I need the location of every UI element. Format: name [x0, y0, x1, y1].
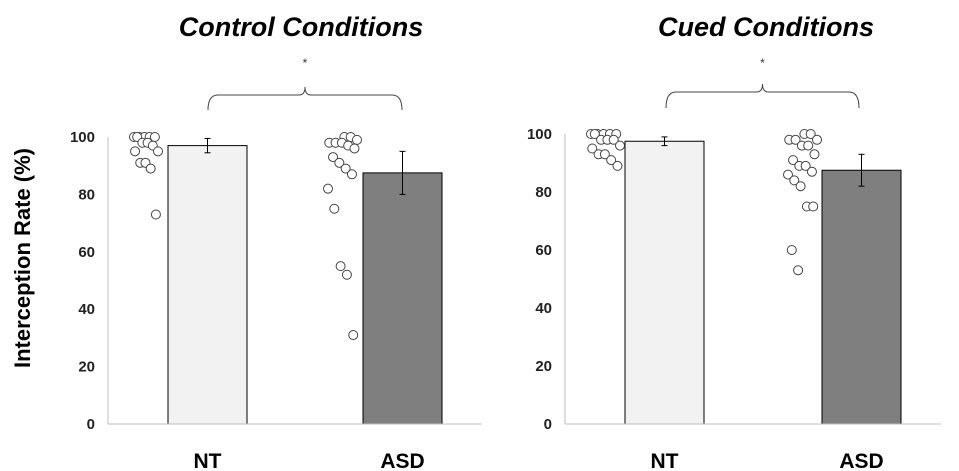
data-point — [150, 209, 161, 220]
y-tick-label: 80 — [535, 184, 552, 201]
significance-marker: * — [760, 56, 765, 70]
chart-title-cued: Cued Conditions — [658, 12, 874, 42]
significance-marker: * — [303, 56, 308, 70]
data-point — [783, 169, 793, 180]
y-tick-label: 0 — [544, 416, 552, 433]
bar-nt — [167, 145, 248, 425]
y-axis-label: Interception Rate (%) — [10, 148, 35, 368]
data-point — [340, 163, 351, 174]
y-tick-label: 40 — [535, 300, 552, 317]
data-point — [341, 269, 352, 280]
data-point — [808, 201, 819, 212]
data-point — [145, 163, 156, 174]
data-point — [329, 203, 340, 214]
data-point — [786, 245, 797, 255]
x-category-label: ASD — [380, 450, 424, 471]
y-tick-label: 100 — [70, 129, 95, 146]
x-category-label: NT — [651, 450, 679, 471]
y-tick-label: 20 — [535, 358, 552, 375]
data-point — [809, 149, 820, 160]
data-point — [608, 134, 619, 145]
data-point — [348, 330, 359, 341]
data-point — [346, 169, 357, 180]
data-point — [788, 155, 799, 166]
significance-brace — [207, 86, 403, 111]
data-point — [334, 157, 345, 168]
y-tick-label: 100 — [527, 126, 552, 143]
data-point — [793, 265, 804, 276]
y-tick-label: 80 — [78, 186, 95, 203]
data-point — [803, 140, 814, 151]
significance-brace — [665, 83, 860, 109]
y-tick-label: 0 — [87, 416, 95, 433]
y-tick-label: 60 — [535, 242, 552, 259]
panel-control-conditions: Control Conditions 0 20 40 60 80 100 NT ASD * — [70, 12, 482, 471]
data-point — [795, 181, 806, 192]
data-point — [352, 134, 362, 145]
data-point — [612, 160, 623, 171]
data-point — [599, 149, 610, 160]
data-point — [328, 152, 339, 163]
data-point — [790, 134, 801, 145]
data-point — [606, 155, 617, 166]
data-point — [349, 143, 360, 154]
y-tick-label: 20 — [78, 359, 95, 376]
bar-asd — [362, 172, 443, 425]
data-point — [323, 183, 333, 194]
data-point — [335, 261, 346, 272]
data-point — [800, 160, 811, 171]
y-tick-label: 60 — [78, 244, 95, 261]
data-point — [789, 175, 800, 186]
x-category-label: ASD — [839, 450, 883, 471]
bar-nt — [624, 140, 705, 425]
data-point — [615, 140, 625, 151]
data-point — [812, 134, 822, 145]
x-category-label: NT — [194, 450, 222, 471]
data-point — [805, 129, 816, 139]
data-point — [130, 146, 141, 157]
panel-cued-conditions: Cued Conditions 0 20 40 60 80 100 NT ASD * — [527, 12, 941, 471]
y-tick-label: 40 — [78, 301, 95, 318]
data-point — [589, 129, 600, 139]
data-point — [153, 146, 163, 157]
chart-title-control: Control Conditions — [179, 12, 423, 42]
data-point — [806, 166, 817, 177]
data-point — [587, 143, 598, 154]
bar-asd — [821, 169, 902, 425]
